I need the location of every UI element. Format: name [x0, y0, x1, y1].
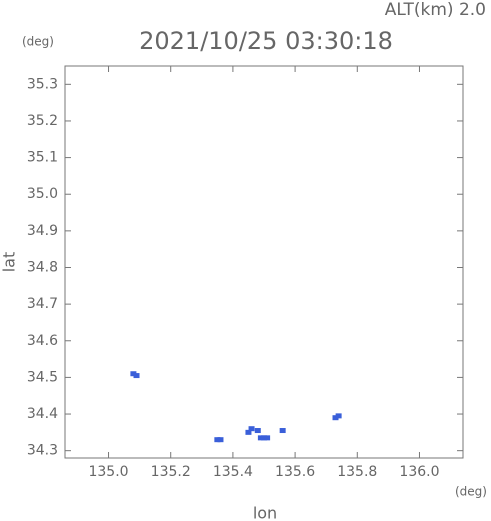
y-tick-label: 34.4: [27, 406, 58, 422]
x-tick-label: 135.8: [337, 464, 377, 480]
echo-point: [217, 437, 224, 443]
plot-frame: [64, 65, 464, 459]
echo-point: [332, 415, 339, 421]
x-tick-label: 135.4: [213, 464, 253, 480]
echo-point: [214, 437, 221, 443]
echo-point: [261, 435, 267, 441]
x-tick-label: 135.6: [275, 464, 315, 480]
x-axis-label: lon: [253, 504, 277, 521]
y-tick-label: 35.0: [27, 186, 58, 202]
x-tick-label: 135.2: [151, 464, 191, 480]
echo-point: [130, 371, 137, 377]
y-unit: (deg): [22, 35, 54, 49]
echo-point: [248, 426, 255, 432]
y-tick-label: 34.5: [27, 369, 58, 385]
x-unit: (deg): [455, 485, 487, 499]
y-tick-label: 34.7: [27, 296, 58, 312]
echo-point: [279, 428, 286, 434]
chart-title: 2021/10/25 03:30:18: [139, 27, 393, 55]
echo-point: [245, 429, 252, 435]
echo-point: [133, 373, 140, 379]
x-tick-label: 136.0: [399, 464, 439, 480]
y-tick-label: 35.2: [27, 113, 58, 129]
echo-point: [257, 435, 264, 441]
x-tick-label: 135.0: [88, 464, 128, 480]
y-tick-label: 35.3: [27, 76, 58, 92]
y-tick-label: 34.6: [27, 333, 58, 349]
echo-point: [264, 435, 271, 441]
echo-point: [254, 428, 261, 434]
altitude-label: ALT(km) 2.0: [385, 0, 486, 20]
echo-point: [335, 413, 342, 419]
y-tick-label: 35.1: [27, 150, 58, 166]
y-tick-label: 34.8: [27, 259, 58, 275]
y-tick-label: 34.3: [27, 443, 58, 459]
y-axis-label: lat: [0, 252, 19, 273]
y-tick-label: 34.9: [27, 223, 58, 239]
